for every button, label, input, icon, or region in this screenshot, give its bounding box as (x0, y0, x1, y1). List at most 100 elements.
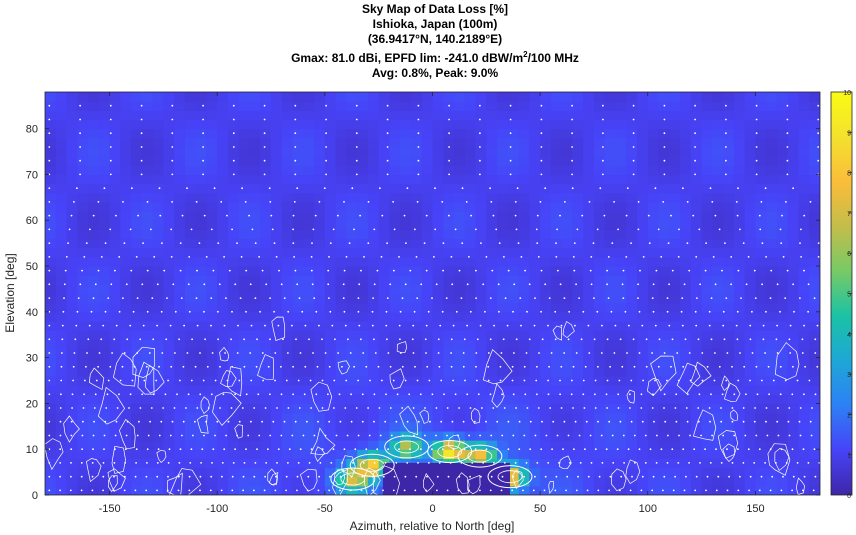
heatmap-cell (324, 467, 337, 478)
sample-point (469, 407, 472, 409)
heatmap-cell (174, 357, 186, 368)
sample-point (374, 352, 377, 354)
sample-point (270, 214, 273, 217)
heatmap-cell (292, 92, 304, 102)
sample-point (475, 365, 477, 368)
heatmap-cell (475, 192, 487, 203)
heatmap-cell (109, 440, 121, 450)
sample-point (602, 146, 604, 148)
heatmap-cell (475, 293, 487, 304)
sample-point (629, 407, 631, 409)
heatmap-cell (410, 156, 423, 166)
sample-point (384, 420, 387, 423)
heatmap-cell (346, 101, 358, 111)
heatmap-cell (615, 366, 627, 377)
heatmap-cell (421, 110, 434, 121)
heatmap-cell (421, 165, 434, 176)
heatmap-cell (669, 229, 681, 240)
sample-point (102, 324, 105, 327)
heatmap-cell (626, 128, 638, 139)
heatmap-cell (593, 421, 606, 432)
sample-point (241, 187, 244, 190)
sample-point (698, 228, 701, 231)
heatmap-cell (303, 293, 315, 304)
heatmap-cell (540, 449, 552, 459)
heatmap-cell (45, 247, 57, 258)
heatmap-cell (432, 247, 444, 258)
sample-point (737, 187, 739, 190)
heatmap-cell (723, 320, 735, 331)
heatmap-cell (680, 92, 692, 102)
sample-point (571, 104, 573, 107)
heatmap-cell (77, 412, 89, 423)
sample-point (398, 256, 400, 258)
heatmap-cell (400, 201, 412, 212)
heatmap-cell (152, 256, 165, 267)
heatmap-cell (324, 128, 337, 139)
heatmap-cell (238, 165, 251, 176)
heatmap-cell (776, 403, 789, 414)
heatmap-cell (561, 101, 574, 111)
sample-point (714, 214, 717, 217)
sample-point (59, 448, 62, 451)
contour-line (457, 444, 503, 468)
heatmap-cell (443, 110, 455, 121)
heatmap-cell (766, 156, 778, 166)
sample-point (663, 393, 666, 396)
sample-point (198, 242, 201, 245)
heatmap-cell (163, 485, 175, 495)
heatmap-cell (443, 412, 455, 423)
sample-point (548, 297, 551, 299)
sample-point (571, 118, 573, 121)
heatmap-cell (238, 403, 251, 414)
heatmap-cell (367, 430, 380, 441)
sample-point (685, 407, 688, 409)
heatmap-cell (88, 467, 100, 478)
heatmap-cell (346, 440, 358, 450)
sample-point (612, 462, 615, 464)
sample-point (329, 475, 331, 478)
heatmap-cell (55, 220, 68, 230)
heatmap-cell (776, 156, 789, 166)
heatmap-cell (518, 485, 530, 495)
sample-point (171, 420, 174, 423)
heatmap-cell (271, 220, 283, 230)
heatmap-cell (626, 192, 638, 203)
heatmap-cell (712, 183, 724, 194)
heatmap-cell (766, 137, 778, 148)
heatmap-cell (701, 421, 713, 432)
heatmap-cell (206, 156, 218, 166)
heatmap-cell (131, 467, 143, 478)
sample-point (111, 352, 113, 354)
sample-point (663, 118, 666, 121)
heatmap-cell (680, 412, 692, 423)
sample-point (241, 407, 244, 409)
heatmap-cell (798, 302, 810, 313)
heatmap-cell (658, 256, 670, 267)
heatmap-cell (238, 92, 251, 102)
sample-point (390, 434, 393, 437)
heatmap-cell (367, 229, 380, 240)
heatmap-cell (378, 247, 391, 258)
heatmap-cell (723, 403, 735, 414)
heatmap-cell (583, 110, 595, 121)
heatmap-cell (88, 220, 100, 230)
sample-point (331, 324, 334, 327)
heatmap-cell (141, 201, 154, 212)
heatmap-cell (733, 458, 746, 469)
heatmap-cell (66, 275, 78, 285)
heatmap-cell (712, 211, 724, 221)
heatmap-cell (195, 449, 208, 459)
heatmap-cell (260, 357, 272, 368)
heatmap-cell (260, 220, 272, 230)
heatmap-cell (561, 467, 574, 478)
heatmap-cell (572, 201, 584, 212)
heatmap-cell (529, 458, 541, 469)
sample-point (416, 297, 419, 299)
heatmap-cell (550, 275, 563, 285)
heatmap-cell (507, 385, 520, 395)
sample-point (61, 338, 64, 341)
sample-point (372, 475, 374, 478)
heatmap-cell (98, 293, 111, 304)
heatmap-cell (787, 394, 800, 405)
